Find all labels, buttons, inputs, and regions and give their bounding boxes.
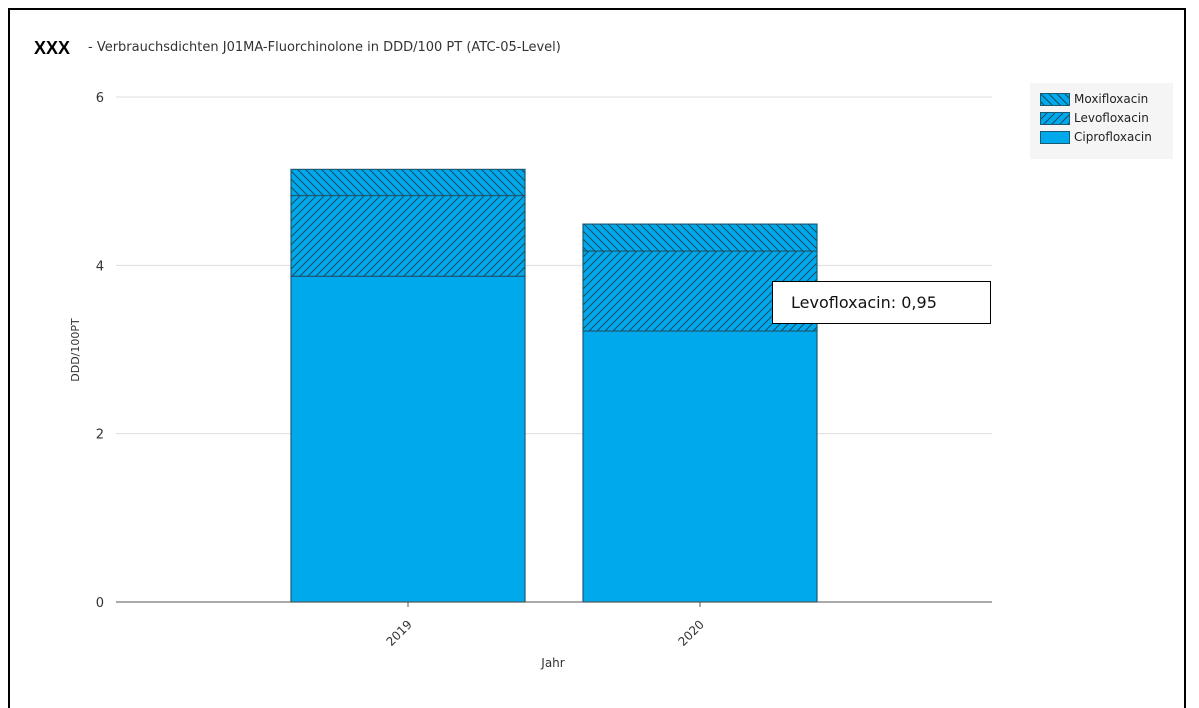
legend-swatch-rect (1040, 130, 1070, 144)
legend-label: Moxifloxacin (1074, 92, 1149, 106)
y-tick-label: 2 (96, 428, 104, 443)
brand-label: XXX (34, 38, 71, 58)
legend-item-ciprofloxacin[interactable]: Ciprofloxacin (1040, 129, 1152, 145)
y-tick-label: 0 (96, 596, 104, 611)
chart-title: - Verbrauchsdichten J01MA-Fluorchinolone… (88, 40, 561, 55)
x-tick-label: 2020 (675, 617, 706, 648)
y-tick-label: 6 (96, 91, 104, 106)
x-axis-title: Jahr (540, 656, 564, 670)
legend-swatch (1040, 92, 1070, 106)
y-tick-label: 4 (96, 259, 104, 274)
bar-moxifloxacin-2019[interactable] (290, 168, 526, 197)
tooltip: Levofloxacin: 0,95 (772, 281, 991, 324)
legend-label: Ciprofloxacin (1074, 130, 1152, 144)
legend-item-levofloxacin[interactable]: Levofloxacin (1040, 110, 1149, 126)
grid-lines (116, 96, 992, 435)
bar-moxifloxacin-2020[interactable] (582, 223, 818, 252)
legend-swatch-rect (1040, 92, 1070, 106)
tooltip-text: Levofloxacin: 0,95 (791, 293, 937, 312)
bar-ciprofloxacin-2019[interactable] (290, 275, 526, 603)
y-axis-title: DDD/100PT (69, 318, 82, 382)
legend-swatch-rect (1040, 111, 1070, 125)
bar-ciprofloxacin-2020[interactable] (582, 330, 818, 603)
legend-swatch (1040, 111, 1070, 125)
legend-item-moxifloxacin[interactable]: Moxifloxacin (1040, 91, 1148, 107)
bar-levofloxacin-2019[interactable] (290, 194, 526, 277)
bars (290, 168, 818, 603)
legend-swatch (1040, 130, 1070, 144)
axes: 0 2 4 6 2019 2020 Jahr DDD/100PT (69, 91, 992, 670)
x-tick-label: 2019 (383, 617, 414, 648)
legend-label: Levofloxacin (1074, 111, 1149, 125)
legend: Moxifloxacin Levofloxacin Ciprofloxacin (1030, 83, 1173, 159)
chart-frame (8, 8, 1186, 708)
